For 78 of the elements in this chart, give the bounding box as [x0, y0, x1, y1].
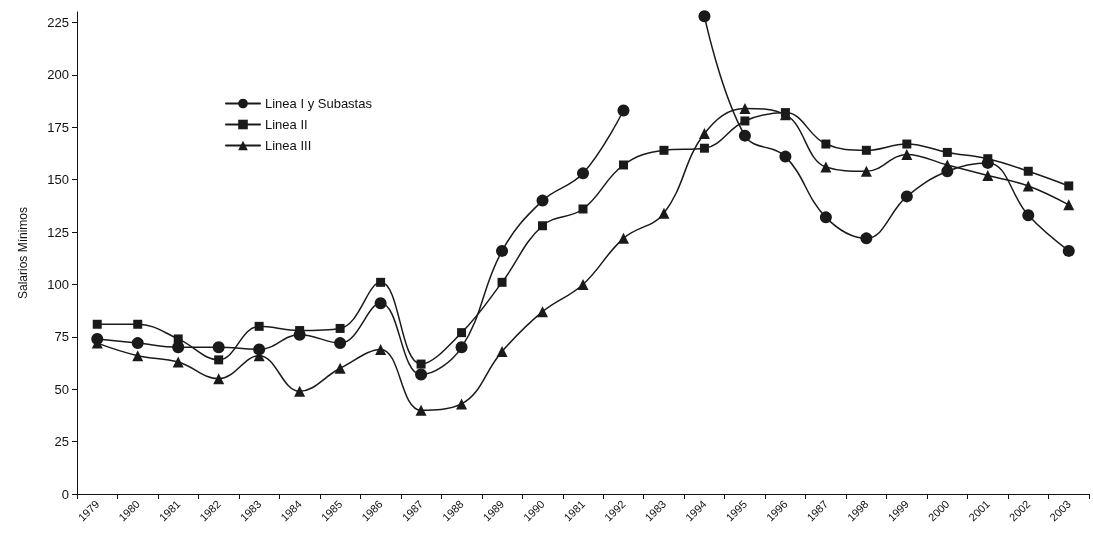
point	[698, 128, 710, 140]
point	[294, 385, 306, 397]
point	[457, 328, 467, 338]
point	[658, 207, 670, 219]
point	[415, 404, 427, 416]
point	[536, 194, 549, 207]
point	[456, 398, 468, 410]
point	[578, 204, 588, 214]
point	[376, 277, 386, 287]
point	[900, 190, 913, 203]
point	[820, 161, 832, 173]
point	[334, 362, 346, 374]
point	[659, 145, 669, 155]
y-tick-label: 75	[54, 329, 69, 345]
point	[698, 10, 711, 23]
point	[902, 139, 912, 149]
point	[740, 116, 750, 126]
point	[1022, 180, 1034, 192]
point	[821, 139, 831, 149]
point	[133, 319, 143, 329]
point	[861, 145, 871, 155]
legend-label: Linea II	[265, 117, 308, 132]
point	[132, 350, 144, 362]
y-tick-label: 225	[47, 14, 69, 30]
point	[538, 221, 548, 231]
point	[212, 341, 225, 354]
point	[699, 143, 709, 153]
point	[577, 278, 589, 290]
y-tick-label: 0	[61, 486, 69, 502]
point	[496, 244, 509, 257]
point	[1023, 166, 1033, 176]
point	[617, 232, 629, 244]
y-tick-label: 100	[47, 276, 69, 292]
y-tick-label: 175	[47, 119, 69, 135]
point	[942, 147, 952, 157]
point	[214, 355, 224, 365]
y-tick-label: 50	[54, 381, 69, 397]
point	[860, 165, 872, 177]
point	[577, 167, 589, 180]
y-tick-label: 25	[54, 434, 69, 450]
point	[335, 323, 345, 333]
point	[91, 332, 104, 345]
point	[1063, 199, 1075, 211]
y-tick-label: 125	[47, 224, 69, 240]
point	[739, 102, 751, 114]
point	[254, 321, 264, 331]
point	[496, 346, 508, 357]
point	[172, 341, 185, 354]
point	[253, 343, 266, 356]
point	[131, 337, 144, 350]
y-tick-label: 150	[47, 172, 69, 188]
point	[497, 277, 507, 287]
point	[618, 160, 628, 170]
point	[374, 297, 387, 310]
point	[1062, 244, 1075, 257]
point	[375, 343, 387, 355]
y-tick-label: 200	[47, 67, 69, 83]
point	[982, 169, 994, 181]
point	[213, 373, 225, 385]
point	[334, 337, 347, 350]
point	[415, 368, 428, 381]
legend-label: Linea I y Subastas	[265, 96, 373, 111]
point	[537, 306, 549, 318]
point	[1022, 209, 1035, 222]
point	[1064, 181, 1074, 191]
point	[779, 150, 792, 163]
point	[819, 211, 832, 224]
legend-label: Linea III	[265, 138, 312, 153]
point	[901, 149, 913, 160]
point	[92, 319, 102, 329]
point	[455, 341, 468, 354]
point	[617, 104, 630, 117]
point	[941, 165, 954, 178]
point	[172, 356, 184, 368]
y-axis-title: Salarios Mínimos	[16, 206, 30, 300]
point	[860, 232, 873, 245]
point	[416, 359, 426, 369]
point	[738, 129, 751, 142]
